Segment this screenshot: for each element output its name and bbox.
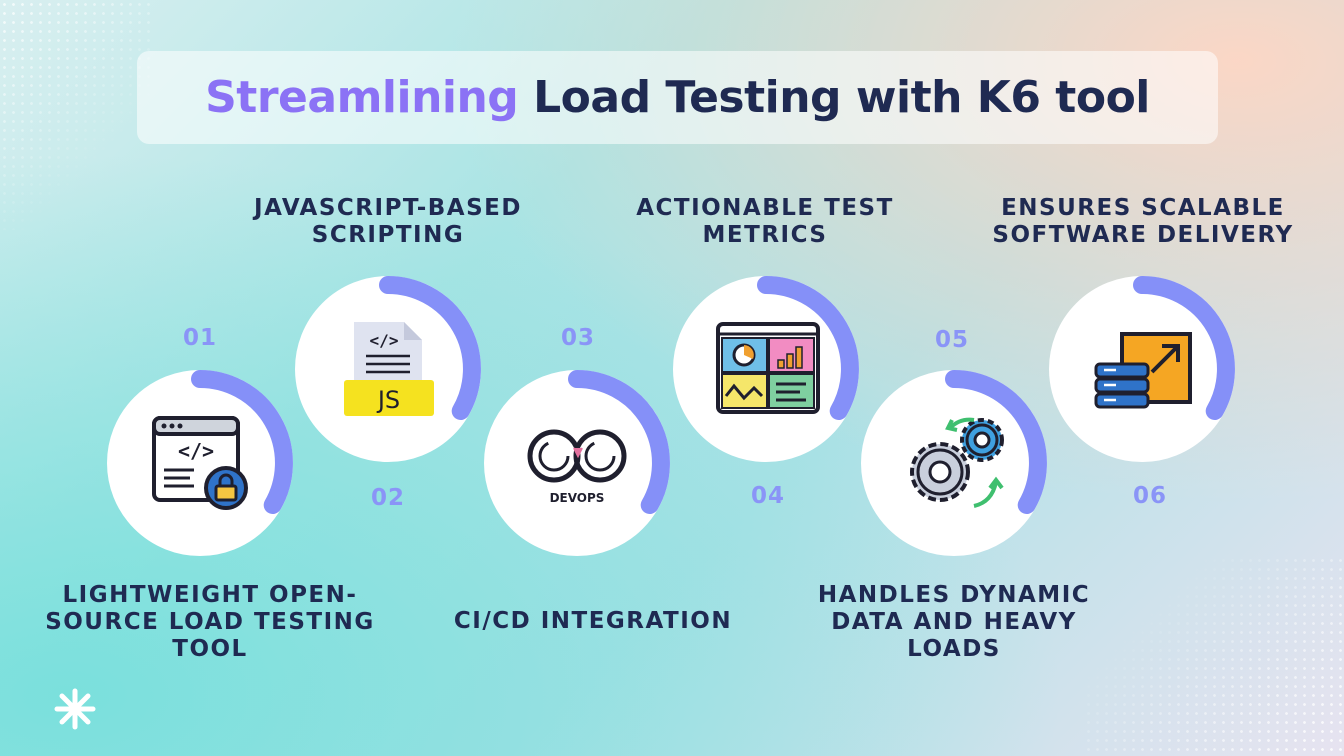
step-5-number: 05 (934, 327, 969, 353)
step-3-number: 03 (560, 325, 595, 351)
title-banner: Streamlining Load Testing with K6 tool (137, 51, 1218, 144)
dot-pattern-top-left (0, 0, 150, 230)
gears-icon (910, 417, 1004, 508)
js-file-icon: </> JS (344, 322, 434, 416)
step-4-label: ACTIONABLE TEST METRICS (636, 195, 894, 248)
step-5-label: HANDLES DYNAMIC DATA AND HEAVY LOADS (817, 582, 1091, 662)
title-rest: Load Testing with K6 tool (533, 72, 1150, 123)
step-1-label: LIGHTWEIGHT OPEN-SOURCE LOAD TESTING TOO… (45, 582, 375, 662)
svg-text:</>: </> (178, 439, 214, 463)
step-2-number: 02 (370, 485, 405, 511)
title-accent: Streamlining (205, 72, 519, 123)
dashboard-metrics-icon (716, 322, 820, 414)
step-6-label: ENSURES SCALABLE SOFTWARE DELIVERY (992, 195, 1294, 248)
step-6-number: 06 (1132, 483, 1167, 509)
code-window-lock-icon: </> (152, 416, 248, 510)
server-scale-icon (1094, 332, 1192, 409)
svg-text:</>: </> (370, 331, 399, 350)
step-2-label: JAVASCRIPT-BASED SCRIPTING (254, 195, 522, 248)
step-3-label: CI/CD INTEGRATION (453, 608, 733, 634)
devops-infinity-icon: DEVOPS (527, 429, 627, 505)
devops-text: DEVOPS (550, 491, 605, 505)
step-4-number: 04 (750, 483, 785, 509)
dot-pattern-bottom-right (1084, 556, 1344, 756)
step-1-number: 01 (182, 325, 217, 351)
js-badge-text: JS (376, 386, 400, 414)
asterisk-logo-icon (54, 688, 96, 730)
